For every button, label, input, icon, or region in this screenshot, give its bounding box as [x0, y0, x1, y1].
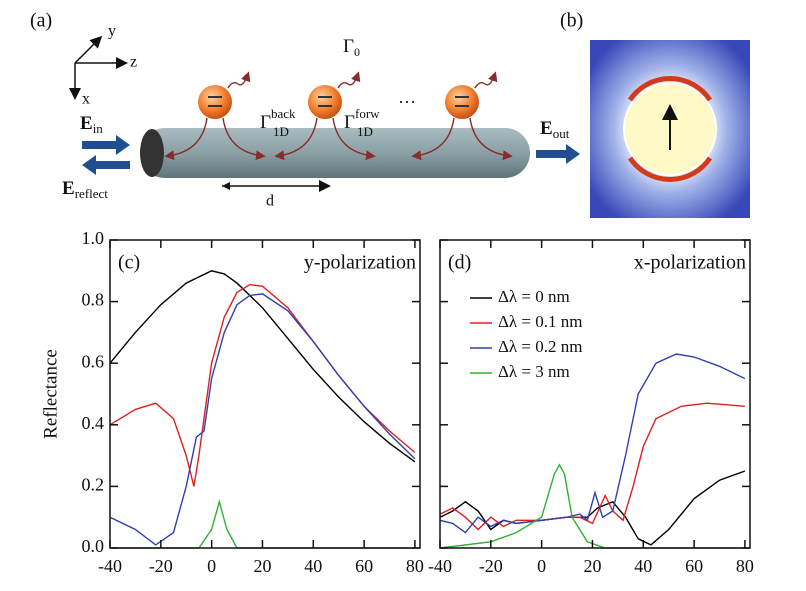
- chart-title: x-polarization: [634, 252, 746, 274]
- field-arrows: [82, 135, 580, 175]
- waveguide-end: [140, 129, 164, 177]
- legend-label: Δλ = 3 nm: [498, 362, 570, 381]
- panel-label: (d): [448, 252, 471, 274]
- legend-label: Δλ = 0.1 nm: [498, 312, 583, 331]
- x-tick-label: 0: [207, 556, 216, 576]
- data-line: [109, 293, 416, 546]
- legend-label: Δλ = 0 nm: [498, 287, 570, 306]
- axis-z: z: [130, 54, 137, 71]
- chart-title: y-polarization: [304, 252, 416, 274]
- ellipsis: ···: [398, 92, 416, 112]
- e-reflect: Ereflect: [62, 178, 108, 201]
- x-tick-label: -20: [479, 556, 503, 576]
- x-tick-label: 20: [583, 556, 601, 576]
- x-tick-label: -20: [149, 556, 173, 576]
- data-line: [439, 402, 745, 531]
- x-tick-label: 80: [406, 556, 424, 576]
- waveguide: [140, 128, 530, 178]
- x-tick-label: 20: [253, 556, 271, 576]
- field-hotspot: [627, 76, 713, 102]
- atoms: [164, 71, 513, 161]
- y-tick-label: 0.2: [82, 475, 105, 495]
- y-tick-label: 0.4: [82, 413, 105, 433]
- x-tick-label: -40: [98, 556, 122, 576]
- y-tick-label: 0.0: [82, 536, 105, 556]
- panel-label: (a): [30, 10, 52, 32]
- data-line: [439, 353, 746, 534]
- y-tick-label: 0.6: [82, 351, 105, 371]
- gamma-back: Γback 1D: [260, 106, 296, 139]
- data-line: [439, 463, 745, 549]
- data-line: [109, 283, 416, 487]
- x-tick-label: 60: [685, 556, 703, 576]
- spacing-arrowhead: [222, 182, 230, 190]
- gamma-forw: Γforw 1D: [344, 106, 380, 139]
- gamma-0: Γ0: [343, 36, 360, 58]
- x-tick-label: 60: [355, 556, 373, 576]
- panel-label: (b): [560, 10, 583, 32]
- spacing-label: d: [266, 193, 274, 210]
- y-tick-label: 1.0: [82, 228, 105, 248]
- x-tick-label: 80: [736, 556, 754, 576]
- plot-frame: [439, 239, 751, 549]
- e-out: Eout: [540, 118, 570, 141]
- data-line: [109, 270, 416, 463]
- data-line: [439, 470, 746, 546]
- field-hotspot: [627, 156, 713, 182]
- axis-y: y: [108, 23, 116, 40]
- x-tick-label: 0: [537, 556, 546, 576]
- y-axis-label: Reflectance: [40, 349, 61, 439]
- plot-frame: [109, 239, 421, 549]
- e-in: Ein: [80, 113, 103, 136]
- legend-label: Δλ = 0.2 nm: [498, 337, 583, 356]
- axis-x: x: [82, 91, 90, 108]
- y-tick-label: 0.8: [82, 290, 105, 310]
- atom-spheres: [198, 85, 479, 119]
- panel-label: (c): [118, 252, 140, 274]
- x-tick-label: 40: [304, 556, 322, 576]
- x-tick-label: -40: [428, 556, 452, 576]
- x-tick-label: 40: [634, 556, 652, 576]
- coordinate-axes: [69, 35, 128, 100]
